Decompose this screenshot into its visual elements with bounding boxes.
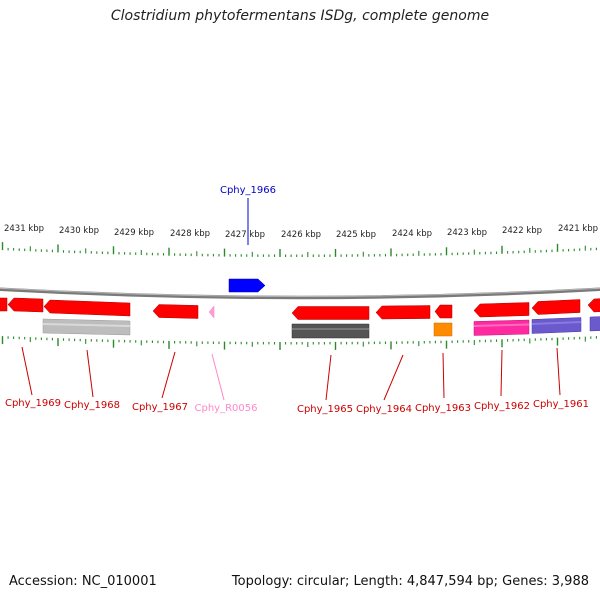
gene-cphy-1960[interactable] — [587, 298, 600, 313]
map-title: Clostridium phytofermentans ISDg, comple… — [110, 8, 490, 24]
gene-cphy-1969[interactable] — [7, 297, 44, 313]
label-line-cphy-1967 — [161, 351, 176, 399]
gene-label-cphy-1968[interactable]: Cphy_1968 — [64, 400, 120, 411]
gene-cphy-1964[interactable] — [375, 305, 431, 320]
label-leader-lines — [21, 346, 561, 401]
scale-label: 2431 kbp — [4, 224, 44, 234]
feature-block-purple[interactable] — [531, 317, 582, 334]
scale-label: 2430 kbp — [59, 226, 99, 236]
gene-cphy-1962[interactable] — [473, 302, 530, 318]
gene-label-cphy-1969[interactable]: Cphy_1969 — [5, 398, 61, 409]
label-line-cphy-1968 — [86, 349, 94, 398]
gene-cphy-1961[interactable] — [531, 299, 581, 315]
gene-label-cphy-1966[interactable]: Cphy_1966 — [220, 185, 276, 196]
label-line-cphy-1964 — [383, 354, 404, 401]
scale-label: 2422 kbp — [502, 226, 542, 236]
scale-ticks-inner — [1, 336, 597, 350]
gene-cphy-1965[interactable] — [291, 306, 370, 320]
feature-block-orange[interactable] — [433, 322, 453, 337]
scale-label: 2428 kbp — [170, 229, 210, 239]
genome-summary-text: Topology: circular; Length: 4,847,594 bp… — [231, 574, 589, 589]
label-line-cphy-1962 — [500, 349, 503, 397]
genome-backbone — [0, 287, 600, 300]
gene-label-cphy-1964[interactable]: Cphy_1964 — [356, 404, 412, 415]
feature-track-inner — [42, 316, 600, 339]
feature-block-magenta[interactable] — [473, 319, 530, 336]
gene-cphy-1963[interactable] — [434, 304, 453, 319]
gene-label-cphy-1965[interactable]: Cphy_1965 — [297, 404, 353, 415]
label-line-cphy-1963 — [442, 352, 445, 399]
scale-label: 2423 kbp — [447, 228, 487, 238]
scale-ticks-outer — [1, 242, 597, 257]
feature-block-purple-edge[interactable] — [589, 316, 600, 332]
label-line-cphy-1961 — [556, 347, 561, 396]
gene-label-cphy-r0056[interactable]: Cphy_R0056 — [195, 403, 258, 414]
scale-label: 2426 kbp — [281, 230, 321, 240]
gene-label-cphy-1961[interactable]: Cphy_1961 — [533, 399, 589, 410]
cds-track-reverse — [0, 297, 600, 320]
gene-labels: Cphy_1966 Cphy_1969 Cphy_1968 Cphy_1967 … — [5, 185, 589, 415]
genome-backbone-highlight — [0, 287, 600, 297]
gene-cphy-1970[interactable] — [0, 297, 8, 312]
scale-label: 2427 kbp — [225, 230, 265, 240]
scale-label: 2425 kbp — [336, 230, 376, 240]
accession-text: Accession: NC_010001 — [9, 574, 157, 589]
gene-cphy-1967[interactable] — [152, 304, 199, 319]
scale-label: 2424 kbp — [392, 229, 432, 239]
rna-cphy-r0056[interactable] — [208, 305, 215, 319]
label-line-cphy-r0056 — [211, 353, 225, 401]
gene-cphy-1966[interactable] — [228, 278, 266, 293]
gene-label-cphy-1962[interactable]: Cphy_1962 — [474, 401, 530, 412]
feature-block-gray[interactable] — [42, 318, 131, 336]
feature-block-dark[interactable] — [291, 323, 370, 339]
label-line-cphy-1969 — [21, 346, 33, 396]
gene-label-cphy-1963[interactable]: Cphy_1963 — [415, 403, 471, 414]
label-line-cphy-1965 — [325, 354, 332, 401]
gene-label-cphy-1967[interactable]: Cphy_1967 — [132, 402, 188, 413]
scale-labels: 2431 kbp 2430 kbp 2429 kbp 2428 kbp 2427… — [4, 224, 598, 240]
scale-label: 2421 kbp — [558, 224, 598, 234]
gene-cphy-1968[interactable] — [43, 299, 131, 317]
scale-label: 2429 kbp — [114, 228, 154, 238]
